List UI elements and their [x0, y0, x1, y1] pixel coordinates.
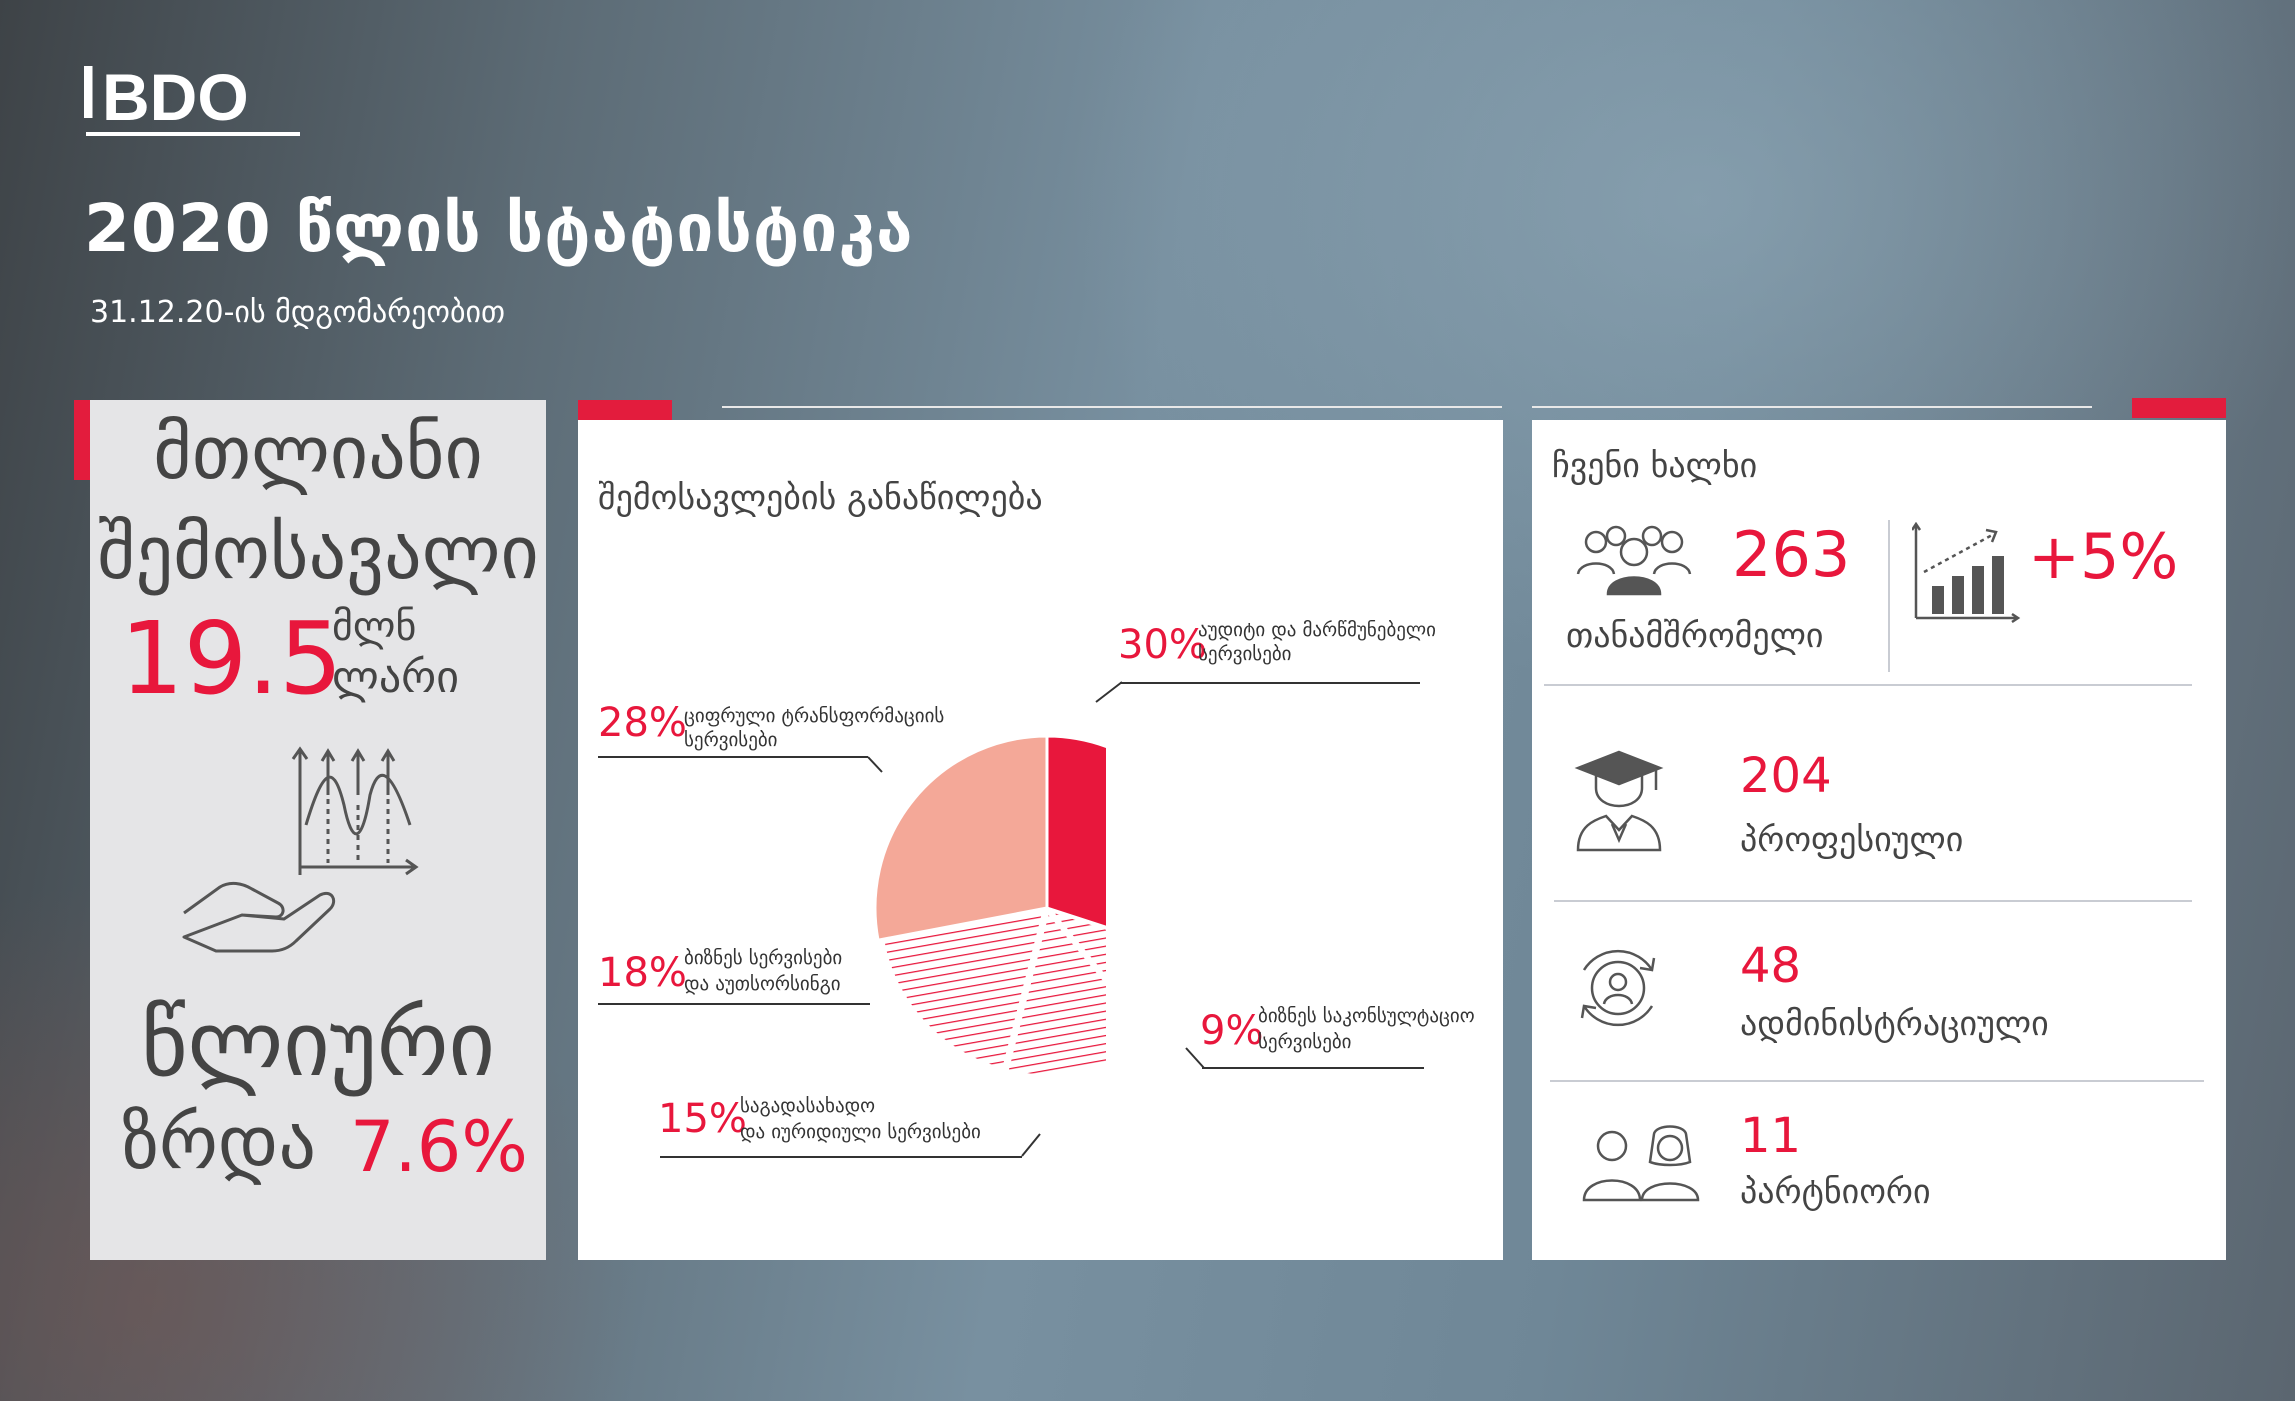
label-digital-pct: 28% — [598, 700, 687, 746]
pie-slice-2 — [1045, 907, 1106, 980]
label-tax-pct: 15% — [658, 1096, 747, 1142]
admin-label: ადმინისტრაციული — [1740, 1004, 2049, 1044]
separator-2 — [1554, 900, 2192, 902]
people-divider — [1888, 520, 1890, 672]
partner-label: პარტნიორი — [1740, 1172, 1931, 1212]
separator-1 — [1544, 684, 2192, 686]
leader-digital — [598, 756, 868, 758]
distribution-title: შემოსავლების განაწილება — [598, 478, 1043, 518]
pie-slice-3 — [1005, 908, 1106, 1078]
label-business-pct: 18% — [598, 950, 687, 996]
leader-audit — [1120, 682, 1420, 684]
leader-digital-tick — [867, 756, 883, 773]
partner-count: 11 — [1740, 1108, 1802, 1164]
leader-consulting-tick — [1185, 1047, 1205, 1069]
label-digital-text2: სერვისები — [684, 729, 778, 751]
pie-slice-4 — [881, 908, 1047, 1072]
label-business-text2: და აუთსორსინგი — [684, 973, 841, 995]
growth-title-line1: წლიური — [140, 992, 496, 1097]
graduate-icon — [1574, 750, 1664, 852]
admin-cycle-icon — [1580, 949, 1656, 1027]
label-audit-text1: აუდიტი და მარწმუნებელი — [1198, 619, 1436, 641]
leader-consulting — [1202, 1067, 1424, 1069]
professional-label: პროფესიული — [1740, 820, 1964, 860]
revenue-title-line1: მთლიანი — [153, 410, 483, 496]
pie-slice-5 — [873, 736, 1049, 942]
label-audit-text2: სერვისები — [1198, 643, 1292, 665]
separator-3 — [1550, 1080, 2204, 1082]
revenue-amount: 19.5 — [120, 600, 343, 717]
right-card-accent — [2132, 398, 2226, 418]
hand-icon — [182, 881, 336, 953]
revenue-unit-line2: ლარი — [332, 652, 459, 703]
employees-label: თანამშრომელი — [1566, 616, 1824, 656]
label-consulting-pct: 9% — [1200, 1008, 1264, 1054]
revenue-unit-line1: მლნ — [332, 604, 417, 650]
revenue-title-line2: შემოსავალი — [97, 510, 539, 596]
leader-business — [598, 1003, 870, 1005]
leader-audit-tick — [1095, 681, 1123, 703]
page-subtitle: 31.12.20-ის მდგომარეობით — [90, 295, 506, 330]
revenue-pie-chart — [873, 736, 1106, 1078]
group-icon — [1576, 525, 1692, 596]
partners-icon — [1582, 1125, 1700, 1202]
mid-top-line — [722, 406, 1502, 408]
professional-count: 204 — [1740, 748, 1832, 804]
page-title: 2020 წლის სტატისტიკა — [84, 190, 914, 267]
revenue-card-accent — [74, 400, 90, 480]
label-tax-text2: და იურიდიული სერვისები — [740, 1121, 981, 1143]
growth-value: 7.6% — [350, 1106, 528, 1188]
label-consulting-text2: სერვისები — [1258, 1031, 1352, 1053]
mid-card-accent — [578, 400, 672, 420]
growth-title-line2: ზრდა — [122, 1100, 317, 1186]
label-audit-pct: 30% — [1118, 622, 1207, 668]
employees-growth: +5% — [2028, 520, 2179, 593]
employees-count: 263 — [1732, 518, 1851, 591]
label-digital-text1: ციფრული ტრანსფორმაციის — [684, 705, 945, 727]
label-tax-text1: საგადასახადო — [740, 1095, 876, 1117]
growth-bar-icon — [1912, 522, 2021, 624]
label-business-text1: ბიზნეს სერვისები — [684, 947, 843, 969]
revenue-card — [90, 400, 546, 1260]
people-card — [1532, 420, 2226, 1260]
pie-slice-1 — [1045, 736, 1106, 929]
people-title: ჩვენი ხალხი — [1552, 446, 1758, 486]
label-consulting-text1: ბიზნეს საკონსულტაციო — [1258, 1005, 1475, 1027]
bdo-logo: BDO — [84, 60, 300, 136]
leader-tax-tick — [1021, 1133, 1041, 1157]
chart-growth-icon — [291, 746, 419, 876]
logo-text: BDO — [102, 60, 249, 134]
admin-count: 48 — [1740, 938, 1802, 994]
right-top-line — [1532, 406, 2092, 408]
leader-tax — [660, 1156, 1022, 1158]
